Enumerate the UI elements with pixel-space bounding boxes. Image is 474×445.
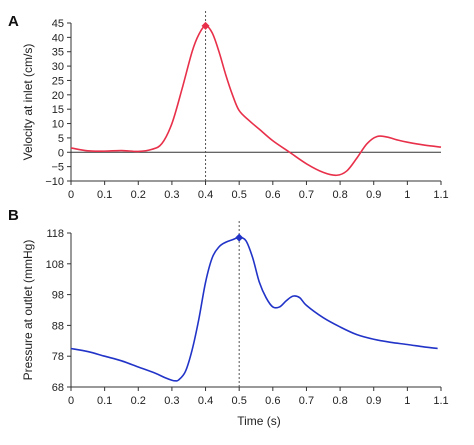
y-tick-label: 25 bbox=[52, 75, 64, 87]
y-tick-label: 10 bbox=[52, 119, 64, 131]
y-axis-title: Velocity at inlet (cm/s) bbox=[21, 44, 35, 161]
y-tick-label: 5 bbox=[58, 133, 64, 145]
x-tick-label: 0.9 bbox=[366, 189, 381, 201]
y-axis-title: Pressure at outlet (mmHg) bbox=[21, 240, 35, 381]
x-tick-label: 0.7 bbox=[299, 189, 314, 201]
x-tick-label: 1 bbox=[404, 395, 410, 407]
y-tick-label: 20 bbox=[52, 90, 64, 102]
y-tick-label: 118 bbox=[46, 228, 64, 240]
y-tick-label: −10 bbox=[45, 176, 64, 188]
peak-point bbox=[235, 233, 244, 242]
x-tick-label: 0.5 bbox=[232, 189, 247, 201]
y-tick-label: 30 bbox=[52, 61, 64, 73]
panel-letter: B bbox=[8, 207, 19, 224]
peak-point bbox=[201, 21, 210, 30]
x-tick-label: 0.8 bbox=[332, 189, 347, 201]
y-tick-label: 35 bbox=[52, 47, 64, 59]
x-tick-label: 0 bbox=[68, 189, 74, 201]
x-tick-label: 0.2 bbox=[131, 395, 146, 407]
x-tick-label: 0.3 bbox=[164, 189, 179, 201]
panel-a-chart: A 0 0.1 0.2 0.3 0.4 0.5 0.6 0.7 0.8 0.9 1 1.1 45 40 35 3… bbox=[8, 11, 449, 201]
y-tick-label: 0 bbox=[58, 147, 64, 159]
x-tick-label: 1 bbox=[404, 189, 410, 201]
panel-b-chart: B 0 0.1 0.2 0.3 0.4 0.5 0.6 0.7 0.8 0.9 1 1.1 118 108 9… bbox=[8, 207, 449, 428]
x-tick-label: 0 bbox=[68, 395, 74, 407]
x-tick-label: 0.1 bbox=[97, 189, 112, 201]
y-tick-label: 108 bbox=[46, 259, 64, 271]
y-tick-label: 78 bbox=[52, 351, 64, 363]
series-line bbox=[70, 25, 442, 177]
x-tick-label: 0.4 bbox=[198, 395, 213, 407]
x-tick-label: 0.1 bbox=[97, 395, 112, 407]
y-tick-label: 68 bbox=[52, 382, 64, 394]
y-tick-label: 98 bbox=[52, 290, 64, 302]
y-tick-label: −5 bbox=[51, 162, 64, 174]
x-tick-label: 0.2 bbox=[131, 189, 146, 201]
x-tick-label: 0.4 bbox=[198, 189, 213, 201]
x-tick-label: 0.9 bbox=[366, 395, 381, 407]
y-tick-label: 88 bbox=[52, 320, 64, 332]
y-tick-label: 15 bbox=[52, 104, 64, 116]
series-line bbox=[70, 236, 438, 382]
x-tick-label: 0.8 bbox=[332, 395, 347, 407]
x-tick-label: 0.6 bbox=[265, 395, 280, 407]
x-tick-label: 1.1 bbox=[433, 395, 448, 407]
y-tick-label: 40 bbox=[52, 32, 64, 44]
x-tick-label: 0.5 bbox=[232, 395, 247, 407]
panel-letter: A bbox=[8, 13, 19, 30]
x-tick-label: 0.6 bbox=[265, 189, 280, 201]
x-tick-label: 1.1 bbox=[433, 189, 448, 201]
y-tick-label: 45 bbox=[52, 18, 64, 30]
x-axis-title: Time (s) bbox=[237, 414, 281, 428]
x-tick-label: 0.3 bbox=[164, 395, 179, 407]
x-tick-label: 0.7 bbox=[299, 395, 314, 407]
